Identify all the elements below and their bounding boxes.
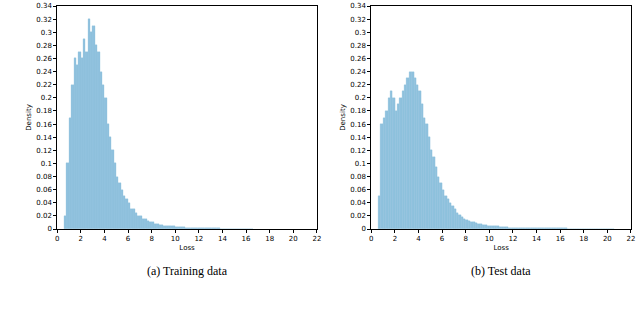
svg-text:20: 20 xyxy=(603,235,612,243)
svg-text:0: 0 xyxy=(47,225,51,233)
svg-text:0.32: 0.32 xyxy=(36,16,52,24)
svg-text:0.04: 0.04 xyxy=(36,199,52,207)
svg-text:0: 0 xyxy=(361,225,365,233)
svg-text:0.26: 0.26 xyxy=(350,55,366,63)
svg-text:0.12: 0.12 xyxy=(36,147,52,155)
svg-text:16: 16 xyxy=(556,235,565,243)
svg-text:12: 12 xyxy=(194,235,203,243)
svg-text:0: 0 xyxy=(369,235,373,243)
svg-text:8: 8 xyxy=(463,235,467,243)
svg-text:6: 6 xyxy=(126,235,131,243)
svg-text:20: 20 xyxy=(289,235,298,243)
svg-text:18: 18 xyxy=(579,235,588,243)
svg-text:14: 14 xyxy=(218,235,227,243)
svg-text:16: 16 xyxy=(242,235,251,243)
svg-text:0.2: 0.2 xyxy=(41,94,52,102)
svg-text:14: 14 xyxy=(532,235,541,243)
svg-text:8: 8 xyxy=(149,235,153,243)
svg-text:0.34: 0.34 xyxy=(350,2,366,10)
svg-text:0.22: 0.22 xyxy=(36,81,52,89)
svg-text:0.1: 0.1 xyxy=(41,160,52,168)
svg-text:0.3: 0.3 xyxy=(41,29,52,37)
svg-text:0.28: 0.28 xyxy=(36,42,52,50)
svg-text:0.06: 0.06 xyxy=(36,186,52,194)
svg-text:0.34: 0.34 xyxy=(36,2,52,10)
svg-text:0.02: 0.02 xyxy=(36,212,52,220)
svg-text:4: 4 xyxy=(102,235,107,243)
svg-text:0.32: 0.32 xyxy=(350,16,366,24)
svg-text:2: 2 xyxy=(393,235,397,243)
svg-text:(b) Test data: (b) Test data xyxy=(471,264,531,278)
svg-text:4: 4 xyxy=(416,235,421,243)
svg-text:12: 12 xyxy=(508,235,517,243)
svg-text:6: 6 xyxy=(440,235,445,243)
svg-text:0.18: 0.18 xyxy=(36,107,52,115)
svg-text:Density: Density xyxy=(25,104,33,131)
svg-text:0.14: 0.14 xyxy=(36,134,52,142)
svg-text:0.28: 0.28 xyxy=(350,42,366,50)
svg-text:0.26: 0.26 xyxy=(36,55,52,63)
svg-text:10: 10 xyxy=(485,235,494,243)
svg-text:0.16: 0.16 xyxy=(36,121,52,129)
svg-text:0.24: 0.24 xyxy=(36,68,52,76)
svg-text:0.06: 0.06 xyxy=(350,186,366,194)
svg-text:0.12: 0.12 xyxy=(350,147,366,155)
svg-text:0.22: 0.22 xyxy=(350,81,366,89)
svg-text:0.18: 0.18 xyxy=(350,107,366,115)
svg-text:0.08: 0.08 xyxy=(36,173,52,181)
svg-text:0.3: 0.3 xyxy=(355,29,366,37)
svg-text:0.02: 0.02 xyxy=(350,212,366,220)
svg-text:Loss: Loss xyxy=(493,244,509,252)
svg-text:0.24: 0.24 xyxy=(350,68,366,76)
svg-text:2: 2 xyxy=(79,235,83,243)
svg-text:0: 0 xyxy=(55,235,59,243)
svg-text:22: 22 xyxy=(312,235,321,243)
svg-text:0.08: 0.08 xyxy=(350,173,366,181)
svg-text:0.2: 0.2 xyxy=(355,94,366,102)
svg-text:0.1: 0.1 xyxy=(355,160,366,168)
svg-text:0.04: 0.04 xyxy=(350,199,366,207)
svg-text:18: 18 xyxy=(265,235,274,243)
svg-text:0.14: 0.14 xyxy=(350,134,366,142)
svg-text:(a) Training data: (a) Training data xyxy=(147,264,228,278)
svg-text:Loss: Loss xyxy=(179,244,195,252)
svg-text:Density: Density xyxy=(339,104,347,131)
svg-text:0.16: 0.16 xyxy=(350,121,366,129)
svg-text:10: 10 xyxy=(171,235,180,243)
svg-text:22: 22 xyxy=(627,235,636,243)
